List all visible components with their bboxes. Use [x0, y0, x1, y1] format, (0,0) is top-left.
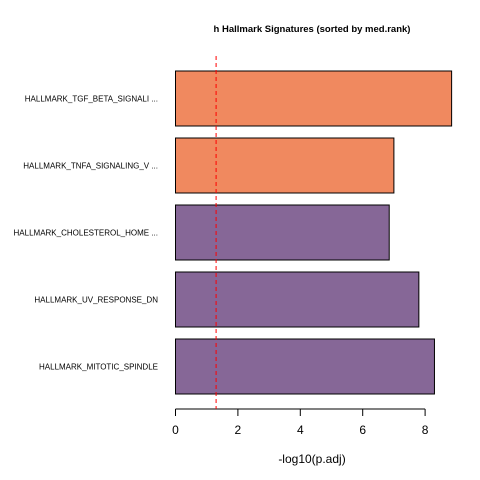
x-tick-label: 6 — [359, 423, 366, 437]
category-label: HALLMARK_TNFA_SIGNALING_V ... — [23, 162, 158, 171]
category-label: HALLMARK_UV_RESPONSE_DN — [34, 296, 158, 305]
category-label: HALLMARK_MITOTIC_SPINDLE — [39, 363, 158, 372]
x-tick-label: 8 — [422, 423, 429, 437]
bar — [175, 204, 390, 261]
bar — [175, 70, 453, 127]
x-tick-label: 2 — [235, 423, 242, 437]
x-axis: 0 2 4 6 8 — [172, 408, 429, 437]
bar — [175, 338, 435, 395]
bars-group — [175, 70, 453, 395]
x-axis-label: -log10(p.adj) — [278, 452, 345, 466]
x-tick-label: 0 — [172, 423, 179, 437]
category-label: HALLMARK_TGF_BETA_SIGNALI ... — [25, 95, 158, 104]
x-tick-label: 4 — [297, 423, 304, 437]
bar — [175, 137, 395, 194]
chart-title: h Hallmark Signatures (sorted by med.ran… — [214, 24, 411, 35]
category-label: HALLMARK_CHOLESTEROL_HOME ... — [14, 229, 158, 238]
category-labels: HALLMARK_TGF_BETA_SIGNALI ... HALLMARK_TN… — [14, 95, 159, 372]
bar — [175, 271, 420, 328]
